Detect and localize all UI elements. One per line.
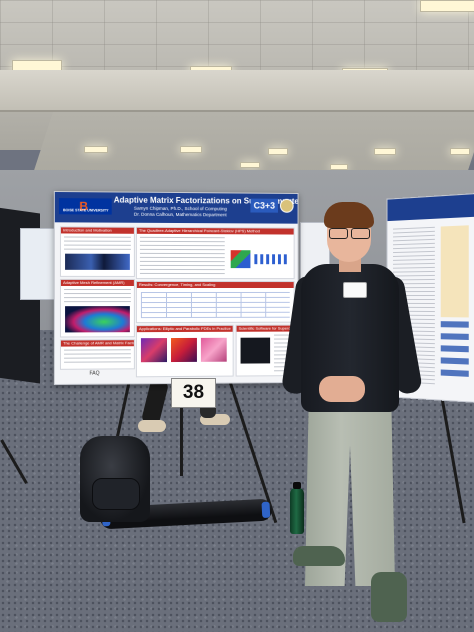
- water-bottle: [290, 482, 304, 534]
- poster-number-sign: 38: [171, 378, 216, 408]
- poster-header: B BOISE STATE UNIVERSITY Adaptive Matrix…: [54, 191, 299, 224]
- section-text: [64, 289, 131, 305]
- section-heading: Adaptive Mesh Refinement (AMR): [60, 279, 134, 286]
- poster-authors: Samyn Chipman, Ph.D., School of Computin…: [134, 206, 227, 218]
- section-heading: The Quadtree-Adaptive Hierarchical Poinc…: [136, 227, 294, 235]
- glasses-lens: [329, 228, 348, 239]
- university-logo: B BOISE STATE UNIVERSITY: [58, 198, 112, 215]
- poster-section: The Quadtree-Adaptive Hierarchical Poinc…: [135, 226, 295, 280]
- ceiling-light: [450, 148, 470, 155]
- university-logo-text: BOISE STATE UNIVERSITY: [63, 208, 109, 213]
- ceiling-light: [420, 0, 474, 12]
- presenter-hands: [319, 376, 365, 402]
- c3-logo: C3+3: [250, 198, 278, 213]
- figure-image: [171, 337, 197, 363]
- poster-section: Results: Convergence, Timing, and Scalin…: [135, 280, 295, 324]
- section-text: [64, 349, 131, 366]
- water-bottle-cap: [293, 482, 301, 489]
- ceiling-light: [180, 146, 202, 153]
- glasses-icon: [325, 228, 373, 239]
- poster-faq: FAQ: [89, 370, 100, 377]
- figure-image: [65, 253, 130, 270]
- figure-image: [140, 338, 168, 363]
- backpack-pocket: [92, 478, 140, 510]
- tube-cap: [261, 501, 271, 519]
- section-heading: The Challenge of AMR and Matrix Factoriz…: [60, 340, 134, 347]
- figure-image: [240, 337, 271, 364]
- figure-image: [65, 306, 130, 333]
- section-text: [64, 236, 131, 252]
- research-poster: B BOISE STATE UNIVERSITY Adaptive Matrix…: [53, 190, 299, 386]
- ceiling-light: [240, 162, 260, 168]
- ceiling-light: [374, 148, 396, 155]
- section-heading: Applications: Elliptic and Parabolic PDE…: [136, 325, 233, 333]
- backpack: [80, 436, 150, 522]
- poster-section: Adaptive Mesh Refinement (AMR): [59, 278, 135, 338]
- section-text: [139, 236, 225, 276]
- presenter: [280, 200, 435, 632]
- presenter-shoe: [293, 546, 345, 566]
- easel-leg: [180, 400, 183, 476]
- section-heading: Results: Convergence, Timing, and Scalin…: [136, 281, 294, 288]
- figure-matrix: [230, 250, 251, 269]
- poster-section: Introduction and Motivation: [59, 226, 135, 277]
- ceiling-light: [268, 148, 288, 155]
- figure-image: [200, 337, 227, 362]
- ceiling-light: [330, 164, 348, 170]
- ceiling-beam: [0, 70, 474, 112]
- ceiling-light: [84, 146, 108, 153]
- presenter-hair: [324, 202, 374, 228]
- glasses-lens: [351, 228, 370, 239]
- poster-advisor-line: Dr. Donna Calhoun, Mathematics Departmen…: [133, 211, 227, 217]
- presenter-shoe: [371, 572, 407, 622]
- name-badge: [343, 282, 367, 298]
- poster-section: The Challenge of AMR and Matrix Factoriz…: [59, 339, 135, 370]
- results-table: [140, 291, 290, 319]
- section-heading: Introduction and Motivation: [60, 227, 134, 234]
- poster-section: Applications: Elliptic and Parabolic PDE…: [135, 324, 234, 378]
